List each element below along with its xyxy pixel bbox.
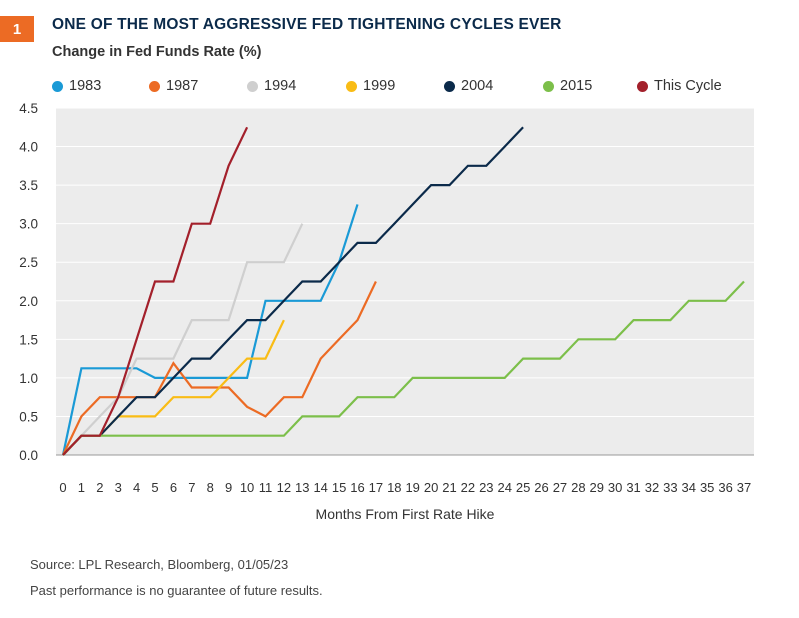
chart-title: ONE OF THE MOST AGGRESSIVE FED TIGHTENIN… (52, 16, 562, 33)
series-line-this-cycle (62, 126, 249, 456)
x-tick-label: 7 (188, 480, 195, 495)
x-tick-label: 26 (534, 480, 548, 495)
legend-label: This Cycle (654, 78, 722, 94)
x-tick-label: 8 (207, 480, 214, 495)
x-tick-label: 4 (133, 480, 140, 495)
x-tick-label: 18 (387, 480, 401, 495)
x-tick-label: 14 (313, 480, 327, 495)
legend-label: 1994 (264, 78, 297, 94)
x-tick-label: 5 (151, 480, 158, 495)
legend-label: 2004 (461, 78, 494, 94)
x-tick-label: 36 (718, 480, 732, 495)
x-tick-label: 30 (608, 480, 622, 495)
legend-item-1999: 1999 (346, 78, 395, 94)
legend-label: 2015 (560, 78, 593, 94)
legend-item-1994: 1994 (247, 78, 296, 94)
legend-item-1987: 1987 (149, 78, 198, 94)
disclaimer-note: Past performance is no guarantee of futu… (30, 583, 323, 598)
x-tick-label: 21 (442, 480, 456, 495)
x-tick-label: 23 (479, 480, 493, 495)
x-tick-label: 15 (332, 480, 346, 495)
series-line-1983 (61, 204, 359, 456)
x-axis-label: Months From First Rate Hike (316, 506, 495, 522)
y-tick-label: 2.5 (19, 255, 38, 270)
x-tick-label: 9 (225, 480, 232, 495)
x-tick-label: 20 (424, 480, 438, 495)
x-tick-label: 31 (626, 480, 640, 495)
x-tick-label: 17 (369, 480, 383, 495)
x-tick-label: 25 (516, 480, 530, 495)
chart-subtitle: Change in Fed Funds Rate (%) (52, 44, 262, 60)
y-tick-label: 1.5 (19, 332, 38, 347)
legend-marker (52, 80, 63, 92)
x-tick-label: 10 (240, 480, 254, 495)
source-note: Source: LPL Research, Bloomberg, 01/05/2… (30, 557, 289, 572)
legend-marker (149, 80, 160, 92)
legend-marker (346, 80, 357, 92)
legend-marker (637, 80, 648, 92)
legend-item-2015: 2015 (543, 78, 592, 94)
x-tick-label: 19 (405, 480, 419, 495)
legend-item-this-cycle: This Cycle (637, 78, 722, 94)
x-tick-label: 16 (350, 480, 364, 495)
legend-label: 1983 (69, 78, 102, 94)
x-tick-label: 13 (295, 480, 309, 495)
y-tick-label: 3.5 (19, 178, 38, 193)
figure-number-badge: 1 (0, 16, 34, 42)
legend-marker (247, 80, 258, 92)
x-tick-label: 35 (700, 480, 714, 495)
x-tick-label: 2 (96, 480, 103, 495)
legend-label: 1987 (166, 78, 199, 94)
y-tick-label: 0.5 (19, 409, 38, 424)
x-tick-label: 1 (78, 480, 85, 495)
legend-label: 1999 (363, 78, 396, 94)
x-tick-label: 34 (682, 480, 696, 495)
y-tick-label: 3.0 (19, 217, 38, 232)
x-tick-label: 12 (277, 480, 291, 495)
legend-marker (543, 80, 554, 92)
x-tick-label: 32 (645, 480, 659, 495)
x-tick-label: 29 (590, 480, 604, 495)
x-tick-label: 0 (59, 480, 66, 495)
y-tick-label: 4.0 (19, 140, 38, 155)
x-tick-label: 37 (737, 480, 751, 495)
series-line-2015 (62, 280, 745, 456)
x-tick-label: 27 (553, 480, 567, 495)
y-tick-label: 2.0 (19, 294, 38, 309)
y-tick-label: 4.5 (19, 101, 38, 116)
legend-item-1983: 1983 (52, 78, 101, 94)
legend-item-2004: 2004 (444, 78, 493, 94)
series-line-1994 (62, 223, 304, 456)
y-tick-label: 0.0 (19, 448, 38, 463)
x-tick-label: 24 (497, 480, 511, 495)
x-tick-label: 28 (571, 480, 585, 495)
x-tick-label: 33 (663, 480, 677, 495)
x-tick-label: 22 (461, 480, 475, 495)
x-tick-label: 3 (115, 480, 122, 495)
y-tick-label: 1.0 (19, 371, 38, 386)
legend-marker (444, 80, 455, 92)
series-line-2004 (62, 126, 524, 456)
x-tick-label: 11 (259, 480, 273, 495)
x-tick-label: 6 (170, 480, 177, 495)
